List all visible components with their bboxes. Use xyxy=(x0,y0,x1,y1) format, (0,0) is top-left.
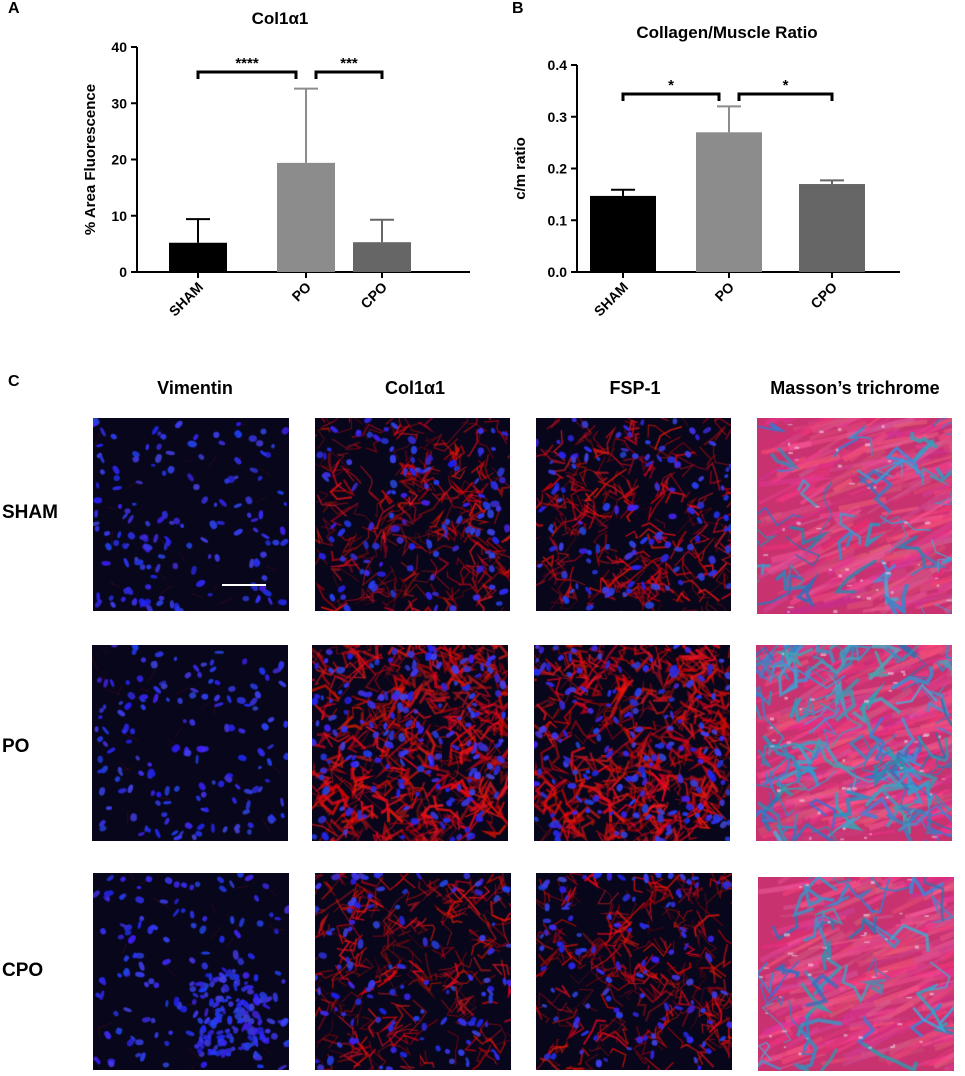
significance-label: *** xyxy=(340,55,358,72)
scale-bar xyxy=(222,584,266,586)
row-header-sham: SHAM xyxy=(2,502,58,523)
panel-letter-c: C xyxy=(8,373,20,390)
y-tick-label: 40 xyxy=(111,39,127,55)
x-tick-label: CPO xyxy=(807,279,840,312)
bar-cpo xyxy=(353,242,411,272)
micrograph-col1a1-cpo xyxy=(315,873,511,1070)
x-tick-label: SHAM xyxy=(166,279,206,319)
significance-label: * xyxy=(668,77,674,94)
chart-collagen-muscle-ratio-svg: Collagen/Muscle Ratio c/m ratio 0.0 0.1 0.2 0… xyxy=(512,23,900,319)
significance-bracket xyxy=(737,92,834,101)
column-header-fsp1: FSP-1 xyxy=(609,378,661,398)
bar-cpo xyxy=(799,184,865,272)
bar-sham xyxy=(590,195,656,272)
significance-label: **** xyxy=(235,55,259,72)
panel-letter-b: B xyxy=(512,0,524,17)
column-header-massons-trichrome: Masson’s trichrome xyxy=(770,378,940,398)
y-tick-label: 0.3 xyxy=(548,109,568,125)
micrograph-vimentin-cpo xyxy=(93,873,289,1070)
row-header-po: PO xyxy=(2,736,30,757)
x-tick-label: SHAM xyxy=(591,279,631,319)
y-tick-label: 10 xyxy=(111,208,127,224)
x-tick-label: PO xyxy=(711,279,737,305)
x-tick-label: PO xyxy=(288,279,314,305)
chart-col1a1-svg: Col1α1 % Area Fluorescence 0 10 20 30 40 SHAM PO… xyxy=(82,9,470,319)
micrograph-fsp1-po xyxy=(534,645,730,841)
micrograph-fsp1-sham xyxy=(536,418,731,611)
y-tick-label: 30 xyxy=(111,95,127,111)
significance-bracket xyxy=(621,92,721,101)
bar-sham xyxy=(169,242,227,272)
chart-title: Collagen/Muscle Ratio xyxy=(636,23,817,42)
chart-collagen-muscle-ratio: Collagen/Muscle Ratio c/m ratio 0.0 0.1 0.2 0… xyxy=(500,0,900,340)
y-tick-label: 20 xyxy=(111,152,127,168)
bar-po xyxy=(277,162,335,272)
y-tick-label: 0.2 xyxy=(548,161,568,177)
x-tick-label: CPO xyxy=(357,279,390,312)
micrograph-col1a1-sham xyxy=(315,418,510,611)
column-header-col1a1: Col1α1 xyxy=(384,378,446,398)
bar-po xyxy=(696,132,762,272)
panel-letter-a: A xyxy=(8,0,20,17)
micrograph-vimentin-sham xyxy=(93,418,289,611)
micrograph-trichrome-po xyxy=(756,645,952,841)
y-tick-label: 0 xyxy=(119,264,127,280)
micrograph-trichrome-sham xyxy=(757,418,952,614)
chart-title: Col1α1 xyxy=(252,9,309,28)
y-tick-label: 0.1 xyxy=(548,212,568,228)
significance-label: * xyxy=(783,77,789,94)
y-tick-label: 0.0 xyxy=(548,264,568,280)
y-tick-label: 0.4 xyxy=(548,57,568,73)
column-header-vimentin: Vimentin xyxy=(157,378,233,398)
micrograph-fsp1-cpo xyxy=(536,873,732,1070)
significance-bracket xyxy=(196,70,298,79)
row-header-cpo: CPO xyxy=(2,960,44,981)
micrograph-col1a1-po xyxy=(312,645,508,841)
y-axis-label: c/m ratio xyxy=(512,137,529,200)
micrograph-trichrome-cpo xyxy=(758,877,954,1071)
micrograph-vimentin-po xyxy=(92,645,288,841)
significance-bracket xyxy=(314,70,384,79)
chart-col1a1: Col1α1 % Area Fluorescence 0 10 20 30 40 SHAM PO… xyxy=(0,0,480,340)
y-axis-label: % Area Fluorescence xyxy=(82,84,99,235)
